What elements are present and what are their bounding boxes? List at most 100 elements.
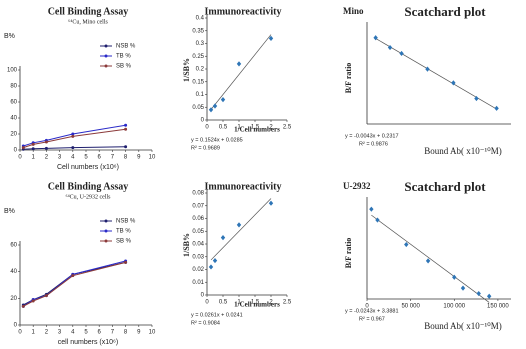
x-tick-label: 0	[18, 330, 22, 336]
x-tick-label: 5	[84, 330, 88, 336]
x-tick-label: 8	[124, 330, 128, 336]
x-tick-label: 0.5	[219, 300, 228, 306]
y-tick-label: 0.25	[192, 54, 204, 60]
equation: y = 0.1524x + 0.0285	[191, 137, 243, 143]
corner-label: U-2932	[343, 181, 371, 191]
data-point	[399, 50, 404, 57]
data-point	[124, 260, 128, 264]
chart-panel: Immunoreactivity 1/SB% 1/Cell numbers y = 0…	[182, 181, 292, 326]
x-tick-label: 4	[71, 330, 75, 336]
y-tick-label: 0.3	[196, 41, 205, 47]
data-point	[452, 274, 457, 280]
legend-marker	[104, 64, 108, 68]
x-tick-label: 0	[205, 125, 209, 131]
x-tick-label: 8	[124, 155, 128, 161]
x-tick-label: 50 000	[401, 304, 420, 310]
y-tick-label: 0.02	[192, 267, 204, 273]
x-tick-label: 10	[149, 155, 156, 161]
y-tick-label: 0.01	[192, 280, 204, 286]
x-tick-label: 1	[32, 330, 36, 336]
x-tick-label: 2	[269, 300, 273, 306]
series-line	[23, 146, 126, 150]
data-point	[31, 142, 35, 146]
x-tick-label: 1	[237, 300, 241, 306]
x-tick-label: 4	[71, 155, 75, 161]
data-point	[460, 285, 466, 291]
x-tick-label: 7	[111, 330, 115, 336]
legend-label: TB %	[116, 54, 131, 60]
legend-marker	[104, 44, 108, 48]
data-point	[387, 44, 393, 51]
y-tick-label: 60	[10, 100, 17, 106]
data-point	[44, 140, 48, 144]
x-tick-label: 2.5	[283, 300, 292, 306]
legend-label: SB %	[116, 64, 132, 70]
x-tick-label: 2	[45, 330, 49, 336]
x-tick-label: 3	[58, 155, 62, 161]
data-point	[268, 35, 274, 41]
chart-subtitle: ⁶⁴Cu, Mino cells	[68, 19, 108, 25]
chart-title: Scatchard plot	[404, 4, 486, 19]
y-tick-label: 0.08	[192, 191, 204, 197]
chart-title: Cell Binding Assay	[48, 6, 129, 17]
data-point	[44, 146, 48, 150]
x-tick-label: 100 000	[443, 304, 465, 310]
x-axis-label: 1/Cell numbers	[234, 301, 280, 309]
x-tick-label: 3	[58, 330, 62, 336]
y-tick-label: 0.07	[192, 203, 204, 209]
equation: y = -0.0243x + 3.3881	[345, 308, 399, 314]
x-tick-label: 150 000	[487, 304, 509, 310]
y-axis-label: 1/SB%	[182, 233, 191, 257]
legend-label: TB %	[116, 229, 131, 235]
data-point	[21, 146, 25, 150]
y-tick-label: 0	[14, 323, 18, 329]
x-tick-label: 2	[45, 155, 49, 161]
legend-label: NSB %	[116, 219, 136, 225]
data-point	[71, 274, 75, 278]
y-tick-label: 40	[10, 116, 17, 122]
x-tick-label: 1.5	[251, 125, 260, 131]
x-axis-label: Bound Ab( x10⁻¹⁰M)	[424, 321, 502, 331]
y-tick-label: 80	[10, 84, 17, 90]
data-point	[71, 134, 75, 138]
legend-label: NSB %	[116, 44, 136, 50]
r-squared: R² = 0.967	[359, 316, 385, 322]
data-point	[220, 97, 226, 103]
x-tick-label: 0	[365, 304, 369, 310]
y-axis-label: B%	[4, 208, 15, 215]
x-tick-label: 1.5	[251, 300, 260, 306]
legend-marker	[104, 54, 108, 58]
chart-title: Cell Binding Assay	[48, 181, 129, 192]
data-point	[404, 241, 409, 248]
series-line	[23, 128, 126, 149]
x-tick-label: 0	[18, 155, 22, 161]
x-tick-label: 10	[149, 330, 156, 336]
r-squared: R² = 0.9876	[359, 141, 388, 147]
y-tick-label: 0.04	[192, 242, 204, 248]
chart-panel: Scatchard plot Mino B/F ratio Bound Ab( x10…	[343, 4, 511, 156]
chart-panel: Scatchard plot U-2932 B/F ratio Bound Ab( x…	[343, 179, 511, 331]
y-tick-label: 100	[7, 68, 18, 74]
data-point	[208, 264, 214, 270]
data-point	[236, 222, 242, 228]
r-squared: R² = 0.9084	[191, 320, 220, 326]
x-tick-label: 1	[32, 155, 36, 161]
x-tick-label: 0	[205, 300, 209, 306]
data-point	[220, 235, 226, 241]
x-axis-label: Cell numbers (x10⁶)	[57, 164, 119, 171]
data-point	[373, 35, 378, 41]
legend-marker	[104, 239, 108, 243]
data-point	[451, 80, 456, 86]
y-tick-label: 0.03	[192, 254, 204, 260]
data-point	[375, 217, 380, 223]
data-point	[44, 294, 48, 298]
chart-title: Scatchard plot	[404, 179, 486, 194]
y-axis-label: B/F ratio	[344, 63, 353, 94]
y-tick-label: 0.06	[192, 216, 204, 222]
data-point	[71, 146, 75, 150]
chart-title: Immunoreactivity	[204, 181, 281, 192]
x-tick-label: 6	[98, 330, 102, 336]
y-tick-label: 0.15	[192, 79, 204, 85]
data-point	[31, 299, 35, 303]
